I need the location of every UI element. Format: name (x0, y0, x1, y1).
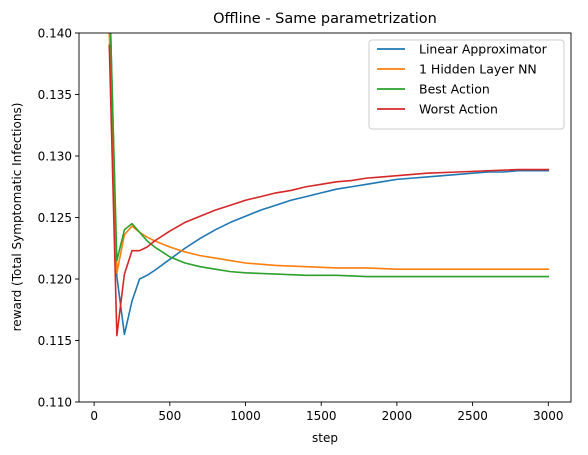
y-tick-label: 0.115 (38, 334, 72, 348)
legend-box (368, 39, 565, 130)
x-tick-label: 1000 (230, 409, 261, 423)
y-tick-label: 0.125 (38, 211, 72, 225)
x-tick-label: 1500 (306, 409, 337, 423)
y-axis-label: reward (Total Symptomatic Infections) (10, 103, 24, 332)
series-line-0 (109, 33, 550, 336)
x-tick-label: 500 (158, 409, 181, 423)
chart-title: Offline - Same parametrization (213, 11, 437, 27)
legend: Linear Approximator 1 Hidden Layer NN Best… (368, 39, 565, 130)
series-layer (108, 33, 550, 337)
y-axis: 0.110 0.115 0.120 0.125 0.130 0.135 0.140 (38, 27, 79, 410)
x-tick-label: 0 (90, 409, 98, 423)
y-tick-label: 0.130 (38, 150, 72, 164)
legend-label: 1 Hidden Layer NN (419, 62, 537, 77)
x-tick-label: 2500 (457, 409, 488, 423)
series-line-2 (109, 33, 550, 278)
x-tick-label: 3000 (533, 409, 564, 423)
legend-label: Best Action (419, 82, 490, 97)
y-tick-label: 0.135 (38, 88, 72, 102)
x-axis-label: step (312, 431, 338, 445)
x-tick-label: 2000 (382, 409, 413, 423)
x-axis: 0 500 1000 1500 2000 2500 3000 (90, 402, 564, 423)
y-tick-label: 0.140 (38, 27, 72, 41)
legend-label: Worst Action (419, 102, 498, 117)
legend-label: Linear Approximator (419, 42, 548, 57)
y-tick-label: 0.120 (38, 273, 72, 287)
y-tick-label: 0.110 (38, 396, 72, 410)
series-line-3 (108, 44, 550, 337)
